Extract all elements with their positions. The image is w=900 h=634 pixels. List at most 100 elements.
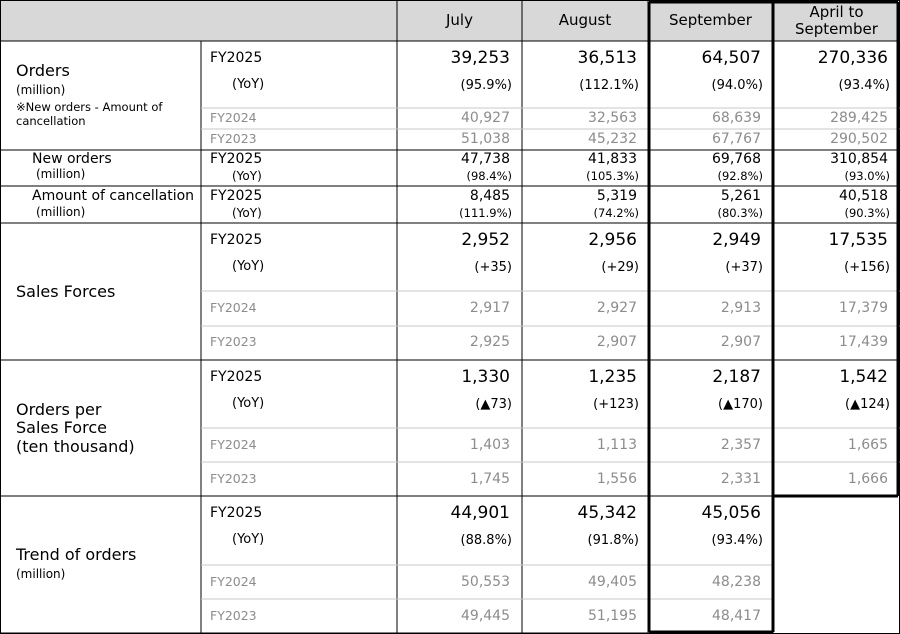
opsf-fy2025-july: 1,330 xyxy=(461,367,510,387)
orders-note: ※New orders - Amount of cancellation xyxy=(16,100,163,128)
trend-fy2024-year: FY2024 xyxy=(210,574,257,589)
sf-yoy-cumulative: (+156) xyxy=(844,260,890,275)
cancellation-july: 8,485 xyxy=(469,188,510,204)
trend-yoy-july: (88.8%) xyxy=(460,533,512,548)
new-orders-unit: (million) xyxy=(36,167,86,181)
header-september: September xyxy=(669,11,752,29)
orders-fy2024-august: 32,563 xyxy=(588,110,637,126)
opsf-fy2023-cumulative: 1,666 xyxy=(847,471,888,487)
trend-yoy-label: (YoY) xyxy=(232,532,265,547)
new-orders-yoy-cumulative: (93.0%) xyxy=(844,169,890,183)
sf-yoy-july: (+35) xyxy=(474,260,512,275)
opsf-fy2023-july: 1,745 xyxy=(469,471,510,487)
sf-yoy-label: (YoY) xyxy=(232,259,265,274)
cancellation-yoy-august: (74.2%) xyxy=(593,206,639,220)
orders-unit: (million) xyxy=(16,83,66,97)
cancellation-yoy-september: (80.3%) xyxy=(717,206,763,220)
cancellation-unit: (million) xyxy=(36,205,86,219)
cancellation-august: 5,319 xyxy=(596,188,637,204)
orders-yoy-august: (112.1%) xyxy=(579,78,639,93)
new-orders-yoy-september: (92.8%) xyxy=(717,169,763,183)
sf-fy2023-august: 2,907 xyxy=(596,334,637,350)
orders-fy2025-august: 36,513 xyxy=(577,48,637,68)
new-orders-september: 69,768 xyxy=(712,151,761,167)
sf-fy2025-september: 2,949 xyxy=(712,230,761,250)
new-orders-year: FY2025 xyxy=(210,151,263,167)
sf-fy2024-year: FY2024 xyxy=(210,300,257,315)
opsf-fy2024-july: 1,403 xyxy=(469,437,510,453)
opsf-fy2025-cumulative: 1,542 xyxy=(839,367,888,387)
sf-fy2023-year: FY2023 xyxy=(210,334,257,349)
sf-fy2025-year: FY2025 xyxy=(210,232,263,248)
header-august: August xyxy=(558,11,612,29)
opsf-label-line2: Sales Force xyxy=(16,418,107,437)
opsf-yoy-label: (YoY) xyxy=(232,396,265,411)
cancellation-cumulative: 40,518 xyxy=(839,188,888,204)
header-july: July xyxy=(446,11,473,29)
opsf-fy2024-cumulative: 1,665 xyxy=(847,437,888,453)
new-orders-july: 47,738 xyxy=(461,151,510,167)
sf-fy2025-cumulative: 17,535 xyxy=(828,230,888,250)
trend-yoy-august: (91.8%) xyxy=(587,533,639,548)
orders-yoy-cumulative: (93.4%) xyxy=(838,78,890,93)
opsf-fy2023-year: FY2023 xyxy=(210,471,257,486)
sf-yoy-september: (+37) xyxy=(725,260,763,275)
orders-fy2023-cumulative: 290,502 xyxy=(830,131,888,147)
opsf-label-line1: Orders per xyxy=(16,400,102,419)
orders-fy2024-september: 68,639 xyxy=(712,110,761,126)
orders-fy2025-july: 39,253 xyxy=(450,48,510,68)
opsf-fy2025-year: FY2025 xyxy=(210,369,263,385)
sf-fy2025-august: 2,956 xyxy=(588,230,637,250)
trend-fy2023-year: FY2023 xyxy=(210,608,257,623)
opsf-yoy-september: (▲170) xyxy=(718,397,763,412)
orders-fy2025-year: FY2025 xyxy=(210,50,263,66)
trend-yoy-september: (93.4%) xyxy=(711,533,763,548)
trend-fy2025-september: 45,056 xyxy=(701,503,761,523)
orders-fy2024-july: 40,927 xyxy=(461,110,510,126)
opsf-fy2023-august: 1,556 xyxy=(596,471,637,487)
cancellation-year: FY2025 xyxy=(210,188,263,204)
sf-fy2024-august: 2,927 xyxy=(596,300,637,316)
cancellation-yoy-label: (YoY) xyxy=(232,206,262,220)
trend-fy2023-july: 49,445 xyxy=(461,608,510,624)
cancellation-yoy-july: (111.9%) xyxy=(459,206,512,220)
orders-label: Orders xyxy=(16,61,70,80)
sf-fy2024-september: 2,913 xyxy=(720,300,761,316)
trend-fy2024-august: 49,405 xyxy=(588,574,637,590)
new-orders-label: New orders xyxy=(32,151,112,167)
sf-fy2024-cumulative: 17,379 xyxy=(839,300,888,316)
opsf-yoy-august: (+123) xyxy=(593,397,639,412)
cancellation-september: 5,261 xyxy=(720,188,761,204)
new-orders-yoy-july: (98.4%) xyxy=(466,169,512,183)
header-cumulative: April to September xyxy=(795,3,878,38)
opsf-fy2025-september: 2,187 xyxy=(712,367,761,387)
opsf-label-line3: (ten thousand) xyxy=(16,437,135,456)
cancellation-yoy-cumulative: (90.3%) xyxy=(844,206,890,220)
orders-yoy-september: (94.0%) xyxy=(711,78,763,93)
orders-fy2024-year: FY2024 xyxy=(210,110,257,125)
orders-fy2023-august: 45,232 xyxy=(588,131,637,147)
trend-fy2024-july: 50,553 xyxy=(461,574,510,590)
new-orders-cumulative: 310,854 xyxy=(830,151,888,167)
opsf-yoy-july: (▲73) xyxy=(475,397,512,412)
orders-fy2025-cumulative: 270,336 xyxy=(817,48,888,68)
trend-fy2024-september: 48,238 xyxy=(712,574,761,590)
orders-yoy-july: (95.9%) xyxy=(460,78,512,93)
opsf-fy2023-september: 2,331 xyxy=(720,471,761,487)
sf-fy2025-july: 2,952 xyxy=(461,230,510,250)
opsf-fy2024-year: FY2024 xyxy=(210,437,257,452)
orders-fy2025-september: 64,507 xyxy=(701,48,761,68)
sf-fy2023-september: 2,907 xyxy=(720,334,761,350)
orders-yoy-label: (YoY) xyxy=(232,77,265,92)
sf-fy2023-july: 2,925 xyxy=(469,334,510,350)
trend-label: Trend of orders xyxy=(16,545,137,564)
trend-fy2023-september: 48,417 xyxy=(712,608,761,624)
trend-fy2025-august: 45,342 xyxy=(577,503,637,523)
sales-forces-label: Sales Forces xyxy=(16,282,116,301)
trend-fy2025-july: 44,901 xyxy=(450,503,510,523)
cancellation-label: Amount of cancellation xyxy=(32,188,195,204)
new-orders-yoy-label: (YoY) xyxy=(232,169,262,183)
sf-fy2024-july: 2,917 xyxy=(469,300,510,316)
trend-fy2023-august: 51,195 xyxy=(588,608,637,624)
